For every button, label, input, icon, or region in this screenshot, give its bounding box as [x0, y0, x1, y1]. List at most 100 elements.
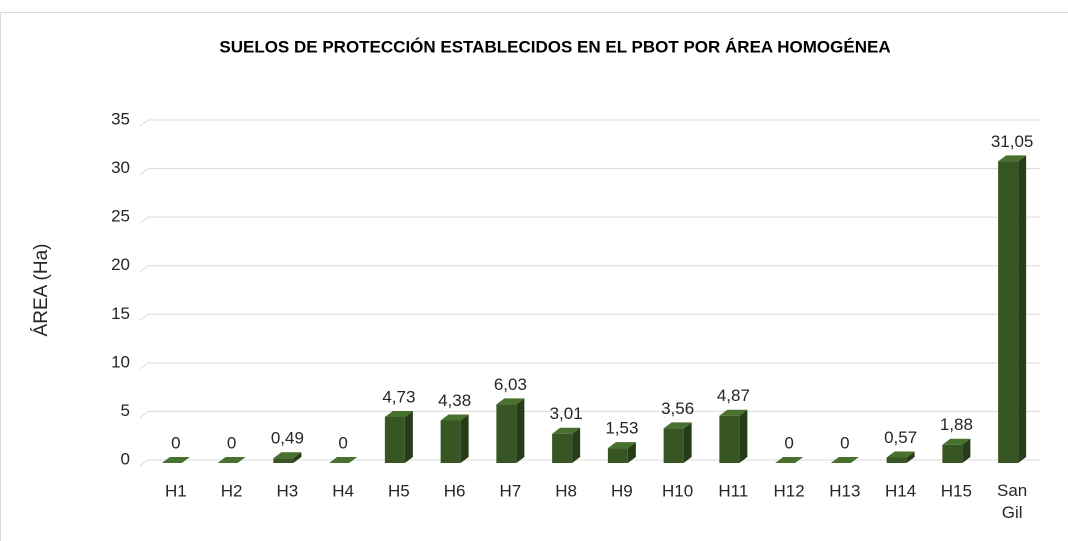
bar-top [552, 427, 581, 434]
data-label: 0 [171, 433, 180, 452]
bar-top [775, 457, 804, 463]
bar-top [440, 414, 469, 421]
x-tick-label: H2 [221, 481, 243, 500]
data-label: 31,05 [991, 132, 1034, 151]
data-label: 1,53 [605, 419, 638, 438]
bar-front [942, 444, 963, 463]
y-tick-label: 25 [111, 207, 130, 226]
grid-line [139, 216, 1040, 224]
bar-front [607, 448, 628, 463]
bar [552, 427, 581, 463]
bar [384, 411, 413, 463]
data-label: 4,87 [717, 386, 750, 405]
bar [496, 398, 525, 463]
bar-side [460, 414, 469, 463]
bar-top [496, 398, 525, 405]
x-tick-label: H4 [332, 481, 354, 500]
grid-line [139, 119, 1040, 127]
bar [663, 422, 692, 463]
bar-side [962, 438, 971, 463]
bar-front [384, 417, 405, 463]
bar [775, 457, 804, 463]
bar-side [404, 411, 413, 463]
bar-top [217, 457, 246, 463]
bar [607, 442, 636, 463]
x-tick-label: San Gil [997, 481, 1027, 522]
data-label: 0 [338, 433, 347, 452]
bar [830, 457, 859, 463]
y-tick-label: 15 [111, 304, 130, 323]
x-tick-label: H11 [718, 481, 748, 500]
bar [886, 451, 915, 463]
bar-side [906, 451, 915, 463]
bar [719, 409, 748, 463]
bar-front [552, 433, 573, 463]
grid-line [139, 410, 1040, 418]
bar-front [273, 458, 294, 463]
x-tick-label: H1 [165, 481, 187, 500]
bar [440, 414, 469, 463]
x-tick-label: H9 [611, 481, 633, 500]
bar-top [942, 438, 971, 445]
grid-line [139, 362, 1040, 370]
data-label: 1,88 [940, 415, 973, 434]
bar [273, 452, 302, 463]
bar-front [440, 420, 461, 463]
bar-front [496, 404, 517, 463]
x-tick-label: H8 [555, 481, 577, 500]
bar-top [663, 422, 692, 429]
bar-top [998, 155, 1027, 162]
bar-side [739, 409, 748, 463]
bar-front [663, 428, 684, 463]
bar-top [329, 457, 358, 463]
bar-front [719, 415, 740, 463]
x-tick-label: H5 [388, 481, 410, 500]
bar-top [161, 457, 190, 463]
grid-line [139, 265, 1040, 273]
data-label: 0 [840, 433, 849, 452]
data-label: 0,49 [271, 429, 304, 448]
bar-top [273, 452, 302, 459]
bar [329, 457, 358, 463]
y-tick-label: 35 [111, 109, 130, 128]
y-tick-label: 20 [111, 255, 130, 274]
data-label: 0 [227, 433, 236, 452]
data-label: 4,73 [382, 388, 415, 407]
bar [217, 457, 246, 463]
bar [998, 155, 1027, 463]
x-tick-label: H3 [277, 481, 299, 500]
data-label: 0 [784, 433, 793, 452]
bar-side [572, 427, 581, 463]
data-label: 4,38 [438, 391, 471, 410]
bar-top [830, 457, 859, 463]
bar [942, 438, 971, 463]
bar-side [683, 422, 692, 463]
data-label: 3,56 [661, 399, 694, 418]
y-tick-label: 5 [121, 401, 130, 420]
y-tick-label: 30 [111, 158, 130, 177]
bar-front [886, 457, 907, 463]
x-tick-label: H14 [885, 481, 916, 500]
bar-top [607, 442, 636, 449]
bar-side [1018, 155, 1027, 463]
y-tick-label: 10 [111, 352, 130, 371]
x-tick-label: H12 [774, 481, 805, 500]
x-tick-label: H10 [662, 481, 693, 500]
bar-front [998, 161, 1019, 463]
chart-title: SUELOS DE PROTECCIÓN ESTABLECIDOS EN EL … [219, 37, 890, 56]
y-tick-label: 0 [121, 449, 130, 468]
bar-top [384, 411, 413, 418]
bar-top [886, 451, 915, 458]
grid-line [139, 168, 1040, 175]
bar-side [627, 442, 636, 463]
x-tick-label: H7 [500, 481, 522, 500]
bar [161, 457, 190, 463]
y-axis-label: ÁREA (Ha) [31, 244, 52, 337]
data-label: 3,01 [550, 404, 583, 423]
data-label: 6,03 [494, 375, 527, 394]
bar-side [516, 398, 525, 463]
data-label: 0,57 [884, 428, 917, 447]
bar-top [719, 409, 748, 416]
x-tick-label: H13 [829, 481, 860, 500]
